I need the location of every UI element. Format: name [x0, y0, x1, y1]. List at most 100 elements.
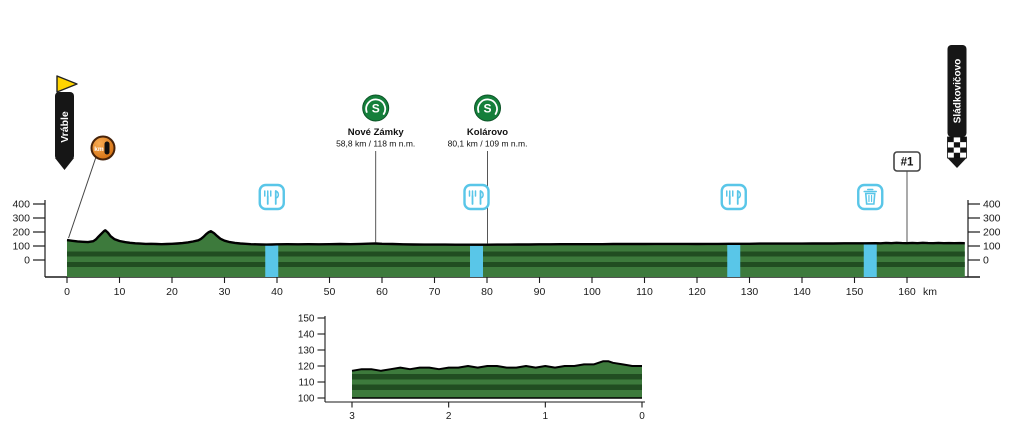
km-zero-flag-glyph [104, 141, 110, 155]
checker-cell [953, 147, 961, 153]
sprint-icon-letter: S [372, 102, 380, 116]
sprint-icon-swirl [477, 98, 498, 115]
km-zero-callout-line [68, 156, 97, 239]
checker-cell [953, 152, 961, 158]
x-tick-label: 160 [898, 286, 916, 298]
stage-badge-marker: #1 [893, 151, 921, 243]
x-axis-unit-label: km [923, 286, 937, 298]
start-flag-icon [56, 75, 78, 93]
inset-y-tick-label: 100 [298, 394, 315, 405]
inset-y-tick-label: 150 [298, 314, 315, 325]
checker-cell [953, 142, 961, 148]
y-tick-label-left: 300 [12, 213, 30, 225]
finish-banner-ribbon [947, 45, 967, 137]
waste-zone-marker [857, 183, 884, 211]
finish-banner-tip [947, 158, 967, 168]
feed-zone-marker [720, 183, 747, 211]
x-tick-label: 80 [481, 286, 493, 298]
y-tick-label-right: 200 [983, 227, 1001, 239]
start-banner-tip [55, 158, 74, 170]
inset-y-tick-label: 120 [298, 362, 315, 373]
zone-band [265, 245, 279, 277]
inset-axes [317, 316, 645, 408]
x-tick-label: 90 [534, 286, 546, 298]
y-tick-label-right: 300 [983, 213, 1001, 225]
x-tick-label: 120 [688, 286, 706, 298]
zone-band [727, 244, 741, 277]
x-tick-label: 60 [376, 286, 388, 298]
finish-banner: Sládkovičovo [947, 45, 967, 168]
x-tick-label: 0 [64, 286, 70, 298]
checker-cell [947, 147, 954, 153]
inset-chart: 100 110 120 130 140 150 3 2 1 0 [298, 314, 645, 423]
knife-blade [479, 190, 484, 199]
x-tick-label: 10 [114, 286, 126, 298]
profile-stripe [67, 262, 965, 267]
finish-banner-label: Sládkovičovo [953, 59, 964, 123]
sprint-name-label: Kolárovo [467, 127, 508, 138]
waste-zone-icon [857, 183, 884, 211]
x-tick-label: 150 [846, 286, 864, 298]
feed-zone-marker [258, 183, 285, 211]
start-banner-label: Vráble [59, 111, 71, 143]
inset-profile-stripe [352, 384, 642, 390]
knife-blade [275, 190, 280, 199]
km-zero-marker: km [68, 135, 116, 239]
y-tick-label-right: 100 [983, 241, 1001, 253]
zone-band [470, 245, 483, 277]
checker-cell [947, 152, 954, 158]
checker-cell [947, 137, 954, 143]
feed-zone-icon [463, 183, 490, 211]
elevation-profile-outline [66, 229, 965, 246]
checker-cell [960, 152, 967, 158]
inset-x-tick-label: 3 [349, 411, 355, 422]
x-tick-label: 70 [429, 286, 441, 298]
x-tick-label: 100 [583, 286, 601, 298]
x-tick-label: 50 [324, 286, 336, 298]
trash-body [864, 192, 876, 205]
feed-zone-icon [720, 183, 747, 211]
knife-blade [737, 190, 742, 199]
stage-badge-label: #1 [901, 157, 914, 169]
inset-x-tick-label: 0 [639, 411, 645, 422]
x-tick-label: 140 [793, 286, 811, 298]
x-tick-label: 110 [636, 286, 653, 298]
start-banner: Vráble [55, 75, 78, 170]
start-banner-ribbon [55, 92, 74, 160]
y-tick-label-left: 400 [12, 199, 30, 211]
stage-badge [893, 151, 921, 172]
km-zero-label: km [94, 146, 104, 153]
y-tick-label-right: 400 [983, 199, 1001, 211]
checker-cell [960, 137, 967, 143]
x-tick-label: 130 [741, 286, 759, 298]
inset-x-tick-label: 2 [446, 411, 452, 422]
sprint-icon-swirl [365, 98, 387, 115]
y-tick-label-left: 100 [12, 241, 30, 253]
main-chart: 0 0 100 100 200 200 300 300 400 400 0 10 20 30 40 50 60 7… [12, 45, 1001, 298]
zone-band [863, 244, 877, 277]
inset-x-tick-label: 1 [543, 411, 549, 422]
checker-cell [947, 142, 954, 148]
profile-stripe [67, 251, 965, 257]
inset-y-tick-label: 110 [299, 378, 315, 389]
checker-cell [953, 137, 961, 143]
inset-y-tick-label: 140 [298, 330, 315, 341]
y-tick-label-right: 0 [983, 255, 989, 267]
feed-zone-icon [258, 183, 285, 211]
sprint-detail-label: 80,1 km / 109 m n.m. [448, 139, 528, 149]
x-tick-label: 40 [271, 286, 283, 298]
y-tick-label-left: 0 [24, 255, 30, 267]
y-tick-label-left: 200 [12, 227, 30, 239]
finish-checkered-flag-icon [947, 136, 967, 159]
inset-profile-stripe [352, 374, 642, 380]
sprint-detail-label: 58,8 km / 118 m n.m. [336, 139, 415, 149]
x-tick-label: 20 [166, 286, 178, 298]
feed-zone-marker [463, 183, 490, 211]
x-tick-label: 30 [219, 286, 231, 298]
inset-profile-outline [351, 360, 642, 372]
sprint-name-label: Nové Zámky [348, 127, 405, 138]
